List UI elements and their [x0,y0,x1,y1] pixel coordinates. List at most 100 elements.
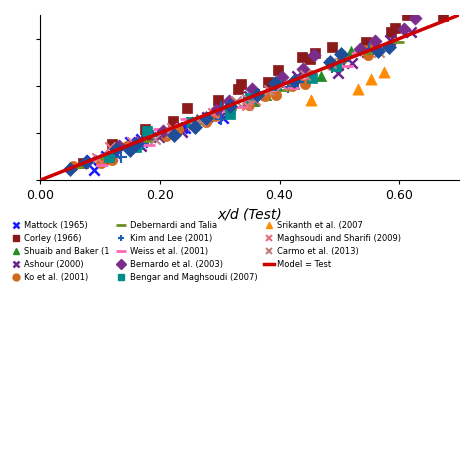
Point [317,72,325,80]
Legend: Mattock (1965), Corley (1966), Shuaib and Baker (1, Ashour (2000), Ko et al. (20: Mattock (1965), Corley (1966), Shuaib an… [11,221,401,283]
Point [221,108,229,115]
Point [401,26,408,33]
Point [143,137,150,145]
Point [226,100,234,108]
Point [155,133,163,140]
Point [134,141,141,148]
Point [211,112,219,119]
Point [79,159,87,167]
Point [372,37,379,45]
Point [112,146,120,153]
Point [255,91,263,99]
Point [356,46,364,53]
Point [334,69,341,77]
Point [307,96,315,104]
Point [99,161,106,169]
Point [308,74,316,82]
Point [238,103,246,111]
Point [298,54,305,61]
Point [262,91,270,99]
Point [392,24,399,32]
Point [123,142,131,150]
Point [334,62,342,69]
Point [310,51,318,58]
Point [328,43,336,51]
Point [301,80,309,88]
Point [244,97,252,105]
Point [190,121,197,129]
Point [138,138,146,146]
Point [189,118,196,126]
Point [197,116,204,124]
Point [193,116,201,123]
X-axis label: x/d (Test): x/d (Test) [217,208,282,222]
Point [346,48,354,55]
Point [343,62,351,69]
Point [145,142,153,149]
Point [222,107,229,115]
Point [290,77,298,84]
Point [91,166,98,174]
Point [160,128,167,135]
Point [151,136,158,143]
Point [155,125,162,133]
Point [106,143,114,150]
Point [375,48,383,56]
Point [299,65,306,73]
Point [109,140,116,148]
Point [115,142,123,150]
Point [133,138,140,146]
Point [245,92,253,100]
Point [210,109,217,117]
Point [327,61,335,69]
Point [102,155,109,162]
Point [251,97,258,105]
Point [183,119,191,127]
Point [225,97,233,104]
Point [394,38,401,46]
Point [370,40,378,47]
Point [137,142,145,150]
Point [132,140,140,148]
Point [365,46,373,53]
Point [327,59,335,66]
Point [98,159,105,166]
Point [332,62,339,70]
Point [237,81,245,88]
Point [293,73,301,80]
Point [144,128,151,135]
Point [407,28,415,36]
Point [94,155,101,162]
Point [248,85,255,92]
Point [363,48,371,55]
Point [265,86,273,94]
Point [328,64,336,71]
Point [289,82,296,90]
Point [104,155,111,163]
Point [374,47,382,55]
Point [243,95,250,103]
Point [105,153,113,161]
Point [226,106,234,113]
Point [226,102,234,109]
Point [271,80,278,87]
Point [364,51,371,59]
Point [232,98,239,105]
Point [235,86,242,93]
Point [165,128,173,136]
Point [354,85,362,92]
Point [178,125,186,132]
Point [366,49,374,57]
Point [198,117,205,124]
Point [311,49,319,57]
Point [272,82,280,89]
Point [167,129,174,137]
Point [174,125,182,133]
Point [159,127,166,135]
Point [340,57,347,65]
Point [380,68,388,76]
Point [74,163,82,171]
Point [227,110,234,118]
Point [129,140,137,147]
Point [254,91,261,99]
